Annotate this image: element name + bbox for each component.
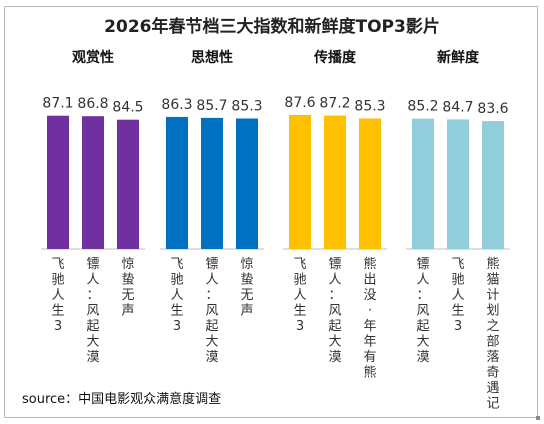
category-label: 惊蛰无声 <box>121 257 134 319</box>
bar-group: 传播度 87.6 飞驰人生 3 87.2 镖人：风起大漠 85.3 熊出没·年年有熊 <box>283 49 387 381</box>
category-label: 镖人：风起大漠 <box>86 256 99 365</box>
bar-group: 新鲜度 85.2 镖人：风起大漠 84.7 飞驰人生 3 83.6 熊猫计划之部落奇遇记 <box>406 49 510 412</box>
category-label: 惊蛰无声 <box>240 257 253 319</box>
value-label: 87.6 <box>284 95 315 111</box>
value-label: 85.2 <box>407 99 438 115</box>
bar <box>82 116 104 249</box>
value-label: 83.6 <box>477 101 508 117</box>
value-label: 85.3 <box>231 98 262 114</box>
category-label: 熊出没·年年有熊 <box>363 256 376 381</box>
bar <box>324 115 346 249</box>
value-label: 86.8 <box>77 96 108 112</box>
value-label: 86.3 <box>161 97 192 113</box>
bar <box>236 118 258 249</box>
category-label: 飞驰人生 3 <box>293 257 306 334</box>
category-label: 飞驰人生 3 <box>451 257 464 334</box>
category-label: 飞驰人生 3 <box>170 257 183 334</box>
group-title: 思想性 <box>191 49 233 66</box>
category-label: 镖人：风起大漠 <box>416 256 429 365</box>
bar <box>359 118 381 249</box>
value-label: 87.2 <box>319 96 350 112</box>
bar-group: 思想性 86.3 飞驰人生 3 85.7 镖人：风起大漠 85.3 惊蛰无声 <box>160 49 264 365</box>
category-label: 镖人：风起大漠 <box>328 256 341 365</box>
category-label: 飞驰人生 3 <box>51 257 64 334</box>
group-title: 传播度 <box>313 49 357 66</box>
value-label: 85.7 <box>196 98 227 114</box>
frame-corner <box>536 416 540 420</box>
group-title: 新鲜度 <box>437 49 480 66</box>
bar <box>412 118 434 249</box>
bar <box>166 116 188 249</box>
bar-groups: 观赏性 87.1 飞驰人生 3 86.8 镖人：风起大漠 84.5 惊蛰无声 思想性 86.3 飞驰… <box>41 49 510 412</box>
category-label: 熊猫计划之部落奇遇记 <box>486 256 499 412</box>
bar <box>201 117 223 249</box>
bar <box>289 114 311 249</box>
bar <box>482 121 504 249</box>
value-label: 84.5 <box>112 100 143 116</box>
category-label: 镖人：风起大漠 <box>205 256 218 365</box>
bar <box>447 119 469 249</box>
group-title: 观赏性 <box>72 49 114 66</box>
source-note: source：中国电影观众满意度调查 <box>22 391 221 407</box>
bar-group: 观赏性 87.1 飞驰人生 3 86.8 镖人：风起大漠 84.5 惊蛰无声 <box>41 49 145 365</box>
value-label: 85.3 <box>354 98 385 114</box>
chart-title: 2026年春节档三大指数和新鲜度TOP3影片 <box>104 16 440 37</box>
value-label: 87.1 <box>42 96 73 112</box>
bar <box>47 115 69 249</box>
bar <box>117 119 139 249</box>
value-label: 84.7 <box>442 99 473 115</box>
